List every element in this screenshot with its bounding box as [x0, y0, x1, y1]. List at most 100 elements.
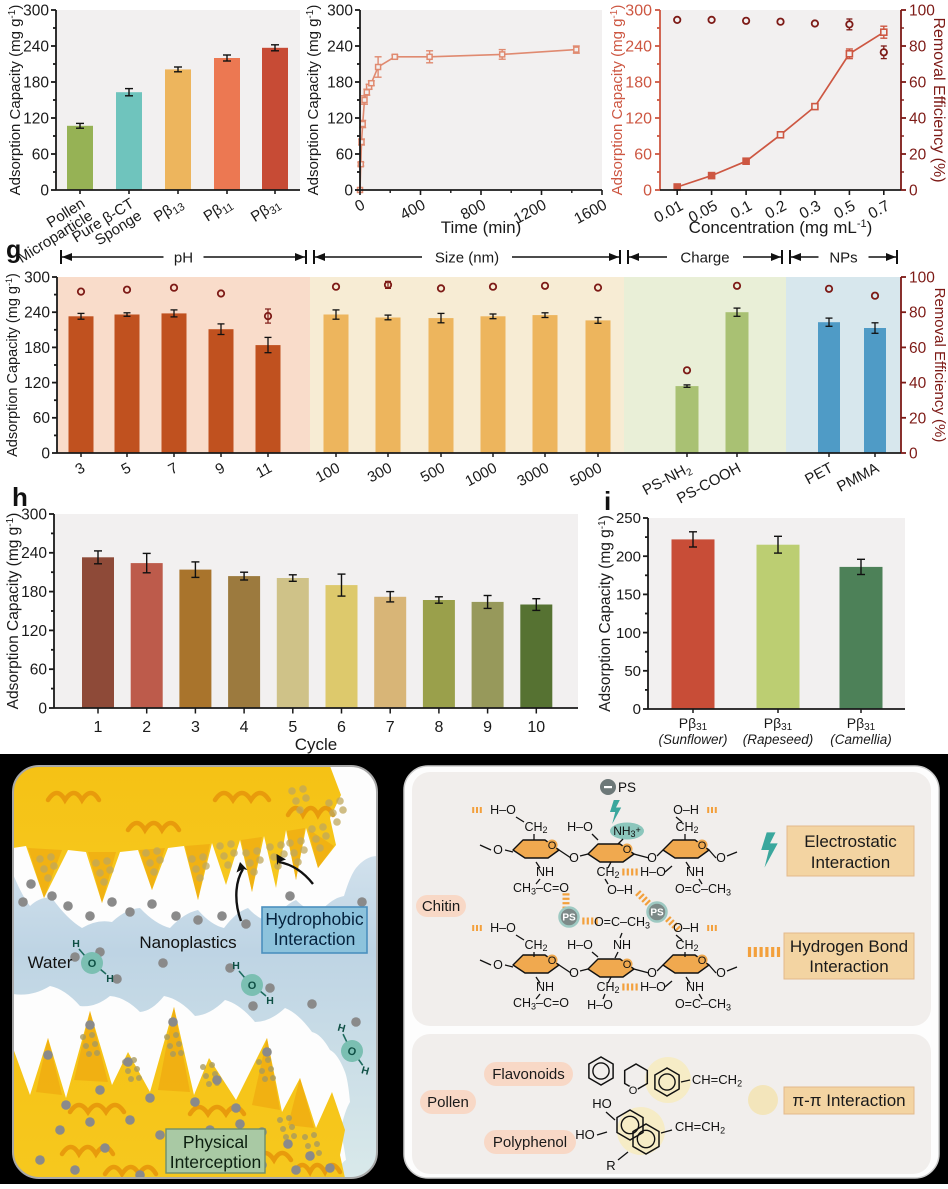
- svg-text:60: 60: [909, 75, 927, 92]
- svg-text:80: 80: [909, 39, 927, 56]
- svg-text:0: 0: [909, 446, 918, 463]
- svg-text:PS: PS: [618, 780, 636, 795]
- svg-text:60: 60: [634, 147, 652, 164]
- svg-text:240: 240: [23, 38, 49, 55]
- svg-text:0: 0: [40, 182, 49, 199]
- svg-text:Concentration (mg mL-1): Concentration (mg mL-1): [689, 218, 873, 237]
- svg-text:Adsorption Capacity (mg g-1): Adsorption Capacity (mg g-1): [5, 513, 22, 710]
- svg-text:60: 60: [32, 146, 50, 163]
- svg-text:5: 5: [288, 719, 297, 736]
- svg-text:CH2: CH2: [524, 820, 547, 835]
- svg-text:Removal Efficiency (%): Removal Efficiency (%): [931, 288, 948, 443]
- svg-text:240: 240: [24, 305, 50, 322]
- svg-text:PS: PS: [650, 908, 664, 919]
- svg-text:6: 6: [337, 719, 346, 736]
- svg-text:Interaction: Interaction: [274, 929, 356, 949]
- svg-text:300: 300: [327, 2, 353, 19]
- svg-text:CH2: CH2: [596, 865, 619, 880]
- svg-text:(Rapeseed): (Rapeseed): [743, 732, 814, 747]
- svg-text:240: 240: [21, 545, 47, 562]
- svg-text:Adsorption Capacity (mg g-1): Adsorption Capacity (mg g-1): [305, 5, 322, 196]
- svg-text:Adsorption Capacity (mg g-1): Adsorption Capacity (mg g-1): [4, 273, 21, 457]
- svg-text:CH3–C=O: CH3–C=O: [513, 996, 569, 1012]
- svg-text:0: 0: [344, 182, 353, 199]
- svg-text:CH2: CH2: [524, 938, 547, 953]
- svg-text:(Camellia): (Camellia): [830, 732, 892, 747]
- svg-text:O: O: [698, 955, 707, 967]
- svg-text:300: 300: [24, 269, 50, 286]
- svg-text:H: H: [360, 1064, 370, 1078]
- svg-text:Removal Efficiency (%): Removal Efficiency (%): [930, 17, 947, 182]
- svg-text:H–O: H–O: [567, 938, 593, 952]
- svg-text:O: O: [569, 966, 579, 980]
- svg-text:Adsorption Capacity (mg g-1): Adsorption Capacity (mg g-1): [597, 515, 614, 712]
- svg-text:Charge: Charge: [680, 250, 729, 267]
- svg-text:π-π Interaction: π-π Interaction: [792, 1091, 905, 1110]
- svg-text:Interaction: Interaction: [811, 853, 890, 872]
- svg-text:3: 3: [191, 719, 200, 736]
- svg-text:200: 200: [616, 549, 641, 566]
- svg-text:180: 180: [327, 74, 353, 91]
- svg-text:20: 20: [909, 410, 927, 427]
- svg-text:CH=CH2: CH=CH2: [675, 1119, 725, 1136]
- svg-text:Hydrophobic: Hydrophobic: [265, 909, 363, 929]
- svg-text:Physical: Physical: [183, 1132, 248, 1152]
- svg-text:1: 1: [94, 719, 103, 736]
- svg-text:120: 120: [21, 623, 47, 640]
- svg-text:60: 60: [909, 340, 927, 357]
- svg-text:NH: NH: [536, 980, 554, 994]
- svg-text:250: 250: [616, 510, 641, 527]
- svg-text:H: H: [106, 973, 114, 985]
- svg-text:g: g: [6, 236, 21, 264]
- svg-text:Hydrogen Bond: Hydrogen Bond: [790, 937, 908, 956]
- svg-text:H–O: H–O: [587, 998, 613, 1012]
- svg-text:H: H: [336, 1022, 346, 1036]
- svg-text:O: O: [88, 958, 97, 970]
- svg-text:120: 120: [327, 110, 353, 127]
- svg-text:NPs: NPs: [829, 250, 857, 267]
- svg-text:10: 10: [527, 719, 545, 736]
- svg-text:100: 100: [616, 625, 641, 642]
- svg-text:O: O: [248, 980, 257, 992]
- svg-text:20: 20: [909, 147, 927, 164]
- svg-text:Interception: Interception: [170, 1152, 261, 1172]
- svg-text:9: 9: [483, 719, 492, 736]
- svg-text:O=C–CH3: O=C–CH3: [594, 915, 650, 931]
- svg-text:Electrostatic: Electrostatic: [804, 832, 897, 851]
- svg-text:7: 7: [386, 719, 395, 736]
- svg-text:8: 8: [434, 719, 443, 736]
- svg-text:NH: NH: [536, 865, 554, 879]
- svg-text:40: 40: [909, 375, 927, 392]
- svg-text:Water: Water: [28, 953, 73, 972]
- svg-text:180: 180: [23, 74, 49, 91]
- svg-text:240: 240: [327, 38, 353, 55]
- svg-text:HO: HO: [592, 1096, 612, 1111]
- svg-text:O: O: [493, 843, 503, 857]
- svg-text:O: O: [569, 851, 579, 865]
- svg-text:O–H: O–H: [673, 803, 699, 817]
- svg-text:0: 0: [643, 183, 652, 200]
- svg-text:CH=CH2: CH=CH2: [692, 1072, 742, 1089]
- svg-text:60: 60: [336, 146, 354, 163]
- svg-text:Flavonoids: Flavonoids: [492, 1066, 565, 1083]
- svg-text:60: 60: [33, 410, 51, 427]
- svg-text:pH: pH: [174, 250, 193, 267]
- svg-text:Pollen: Pollen: [427, 1094, 469, 1111]
- svg-text:H–O: H–O: [567, 820, 593, 834]
- svg-text:H–O: H–O: [490, 803, 516, 817]
- svg-text:O: O: [647, 851, 657, 865]
- svg-text:O: O: [716, 851, 726, 865]
- svg-text:4: 4: [240, 719, 249, 736]
- svg-text:O: O: [629, 1085, 638, 1097]
- svg-text:O: O: [716, 966, 726, 980]
- svg-text:H–O: H–O: [640, 865, 666, 879]
- svg-text:h: h: [12, 482, 28, 512]
- svg-text:NH: NH: [686, 865, 704, 879]
- svg-text:180: 180: [24, 340, 50, 357]
- svg-text:150: 150: [616, 587, 641, 604]
- svg-text:H: H: [266, 995, 274, 1007]
- svg-text:180: 180: [625, 75, 652, 92]
- svg-text:120: 120: [24, 375, 50, 392]
- svg-text:O=C–CH3: O=C–CH3: [675, 997, 731, 1013]
- svg-text:11: 11: [253, 460, 275, 482]
